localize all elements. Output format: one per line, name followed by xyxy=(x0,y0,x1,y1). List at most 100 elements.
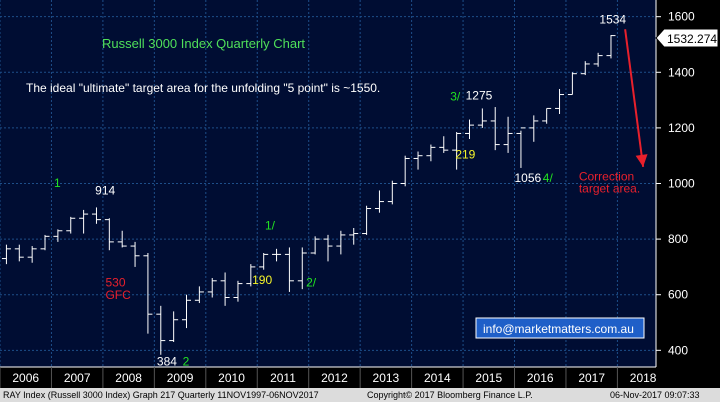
y-tick-label: 400 xyxy=(668,343,688,357)
ohlc-bar xyxy=(53,229,63,242)
annotation-label: 1056 xyxy=(515,171,542,185)
ohlc-bar xyxy=(606,35,616,59)
ohlc-bar xyxy=(182,294,192,329)
annotation-label: 3/ xyxy=(450,90,461,104)
annotation-label: 914 xyxy=(95,184,115,198)
x-tick-label: 2014 xyxy=(424,371,451,385)
annotation-label: 1/ xyxy=(265,218,276,232)
ohlc-bar xyxy=(464,119,474,140)
x-tick-label: 2015 xyxy=(475,371,502,385)
ohlc-bar xyxy=(400,155,410,187)
annotation-label: target area. xyxy=(579,181,640,195)
ohlc-bar xyxy=(259,253,269,270)
annotation-label: 1 xyxy=(54,176,61,190)
ohlc-bar xyxy=(336,230,346,255)
ohlc-bar xyxy=(310,236,320,255)
chart-title: Russell 3000 Index Quarterly Chart xyxy=(102,36,305,51)
annotation-label: 2/ xyxy=(306,275,317,289)
ohlc-bar xyxy=(516,127,526,168)
ohlc-bar xyxy=(593,52,603,67)
ohlc-bar xyxy=(452,132,462,170)
annotation-label: Correction xyxy=(579,170,634,184)
annotation-label: 190 xyxy=(252,273,272,287)
annotation-label: 384 xyxy=(157,355,177,369)
ohlc-bar xyxy=(413,151,423,170)
annotation-label: 530 xyxy=(105,275,125,289)
ohlc-bar xyxy=(284,247,294,292)
x-tick-label: 2016 xyxy=(527,371,554,385)
ohlc-bar xyxy=(374,190,384,213)
x-tick-label: 2009 xyxy=(167,371,194,385)
ohlc-bar xyxy=(104,218,114,251)
ohlc-bar xyxy=(246,264,256,287)
x-tick-label: 2006 xyxy=(12,371,39,385)
correction-arrow-head xyxy=(635,154,648,167)
x-tick-label: 2007 xyxy=(64,371,91,385)
ohlc-bar xyxy=(580,61,590,76)
ohlc-bar xyxy=(91,207,101,224)
x-tick-label: 2017 xyxy=(578,371,605,385)
ohlc-bar xyxy=(14,244,24,262)
ohlc-bar xyxy=(194,286,204,304)
ohlc-bar xyxy=(555,88,565,114)
contact-box[interactable]: info@marketmatters.com.au xyxy=(475,317,645,339)
ohlc-bar xyxy=(207,278,217,298)
x-tick-label: 2013 xyxy=(373,371,400,385)
y-tick-label: 1000 xyxy=(668,177,695,191)
ohlc-bar xyxy=(362,205,372,235)
x-axis-area xyxy=(0,367,656,388)
ohlc-bar xyxy=(297,247,307,290)
ohlc-bar xyxy=(1,244,11,265)
last-price-tag: 1532.274 xyxy=(655,28,719,48)
ohlc-bar xyxy=(220,272,230,306)
ohlc-bar xyxy=(117,230,127,248)
last-price-label: 1532.274 xyxy=(667,32,717,46)
ohlc-bar xyxy=(529,115,539,142)
annotation-label: 1275 xyxy=(466,89,493,103)
y-tick-label: 1400 xyxy=(668,65,695,79)
ohlc-bar xyxy=(169,311,179,342)
ohlc-bar xyxy=(156,305,166,355)
ohlc-bar xyxy=(387,180,397,205)
contact-email[interactable]: info@marketmatters.com.au xyxy=(483,322,634,336)
annotation-label: GFC xyxy=(105,288,131,302)
y-tick-label: 1200 xyxy=(668,121,695,135)
footer-right: 06-Nov-2017 09:07:33 xyxy=(610,390,700,400)
y-axis-area xyxy=(656,0,720,367)
ohlc-bar xyxy=(130,241,140,267)
ohlc-bar xyxy=(66,216,76,234)
ohlc-bar xyxy=(27,246,37,263)
y-tick-label: 800 xyxy=(668,232,688,246)
annotation-label: 4/ xyxy=(543,171,554,185)
ohlc-bar xyxy=(503,116,513,153)
x-tick-label: 2011 xyxy=(270,371,296,385)
y-tick-label: 1600 xyxy=(668,10,695,24)
correction-arrow-line xyxy=(624,29,645,167)
ohlc-bar xyxy=(233,280,243,302)
ohlc-bar xyxy=(323,234,333,262)
ohlc-bar xyxy=(272,248,282,262)
annotation-label: 1534 xyxy=(599,13,626,27)
ohlc-bar xyxy=(439,136,449,153)
ohlc-bar xyxy=(143,253,153,334)
ohlc-bar xyxy=(349,227,359,245)
ohlc-bar xyxy=(542,107,552,124)
footer-left: RAY Index (Russell 3000 Index) Graph 217… xyxy=(3,390,319,400)
x-tick-label: 2010 xyxy=(218,371,245,385)
ohlc-bar xyxy=(490,107,500,151)
footer-bar: RAY Index (Russell 3000 Index) Graph 217… xyxy=(0,388,720,402)
chart-subtitle: The ideal "ultimate" target area for the… xyxy=(26,81,380,95)
x-tick-label: 2012 xyxy=(321,371,348,385)
x-tick-label: 2008 xyxy=(115,371,142,385)
ohlc-bar xyxy=(79,209,89,234)
ohlc-bar xyxy=(567,72,577,96)
annotation-label: 219 xyxy=(455,147,475,161)
ohlc-bar xyxy=(40,234,50,251)
y-tick-label: 600 xyxy=(668,288,688,302)
ohlc-bar xyxy=(426,144,436,162)
footer-center: Copyright© 2017 Bloomberg Finance L.P. xyxy=(367,390,533,400)
annotation-label: 2 xyxy=(183,355,190,369)
ohlc-bar xyxy=(477,108,487,128)
